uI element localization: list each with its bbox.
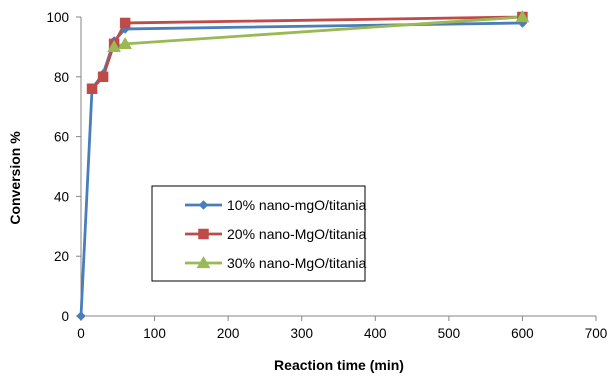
y-tick-label: 100	[46, 10, 69, 25]
x-tick-label: 700	[585, 326, 608, 341]
y-tick-label: 0	[61, 309, 69, 324]
x-axis-title: Reaction time (min)	[274, 357, 404, 373]
legend-label-1: 10% nano-mgO/titania	[227, 197, 367, 213]
legend-label-2: 20% nano-MgO/titania	[227, 226, 367, 242]
x-tick-label: 500	[438, 326, 461, 341]
data-point-series-2	[97, 71, 109, 83]
y-tick-label: 80	[54, 70, 69, 85]
data-point-series-1	[76, 311, 86, 321]
series-markers	[76, 9, 530, 321]
legend-label-3: 30% nano-MgO/titania	[227, 255, 367, 271]
data-point-series-2	[119, 17, 131, 29]
legend-marker-3	[196, 255, 211, 269]
y-tick-label: 40	[54, 189, 69, 204]
legend-marker-2	[198, 228, 209, 240]
y-axis-title: Conversion %	[7, 131, 23, 225]
x-tick-label: 200	[217, 326, 240, 341]
x-tick-label: 0	[77, 326, 85, 341]
x-tick-label: 600	[511, 326, 534, 341]
y-tick-label: 60	[54, 130, 69, 145]
data-point-series-3	[107, 39, 122, 53]
data-point-series-3	[118, 36, 133, 50]
data-point-series-2	[86, 83, 98, 95]
x-tick-label: 400	[364, 326, 387, 341]
legend-marker-1	[198, 200, 209, 210]
x-tick-label: 100	[143, 326, 166, 341]
x-tick-label: 300	[290, 326, 313, 341]
legend: 10% nano-mgO/titania 20% nano-MgO/titania…	[151, 185, 367, 282]
plot-axes	[76, 16, 597, 321]
tick-labels: 0 20 40 60 80 100 0 100 200 300 400 500 600 700	[46, 10, 607, 341]
y-tick-label: 20	[54, 249, 69, 264]
data-point-series-3	[515, 9, 530, 23]
